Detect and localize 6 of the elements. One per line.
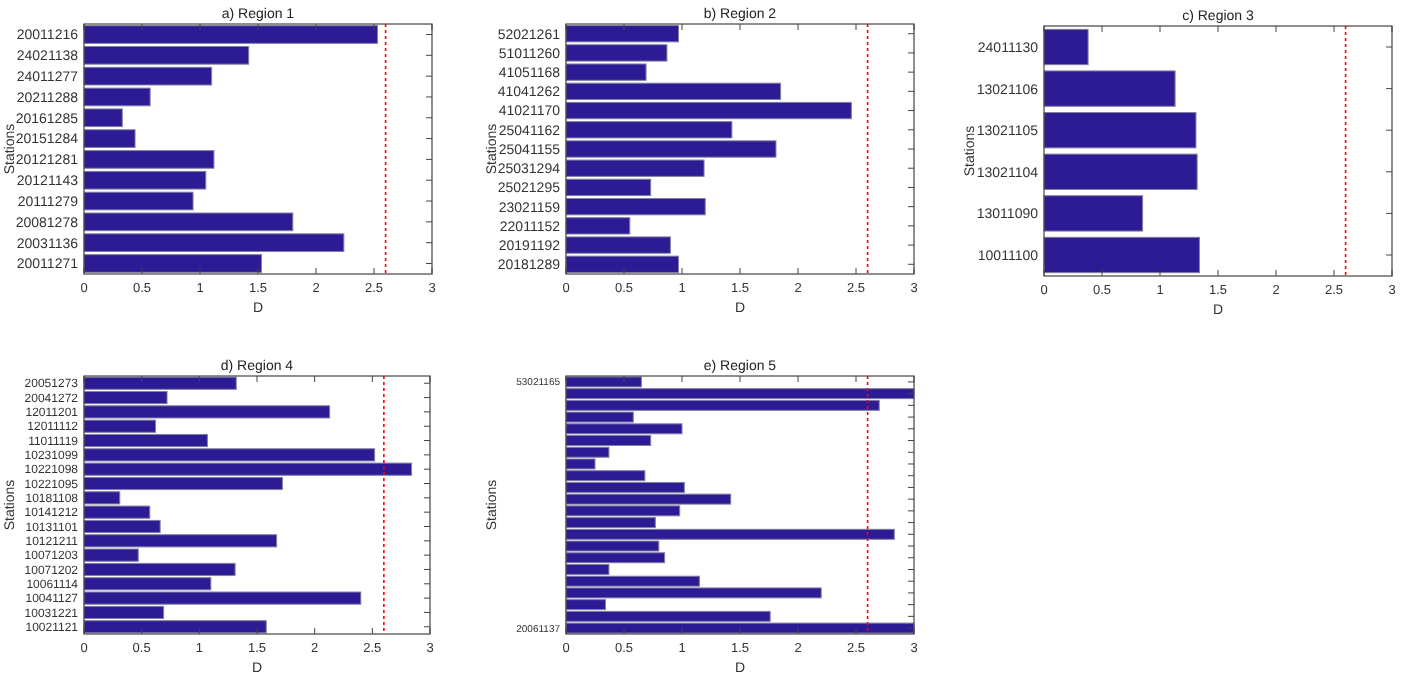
bar (1043, 236, 1200, 274)
bar (1043, 70, 1176, 107)
bar (1043, 195, 1144, 232)
bar (1043, 28, 1089, 66)
bar (1043, 153, 1198, 190)
bar (1043, 112, 1197, 149)
